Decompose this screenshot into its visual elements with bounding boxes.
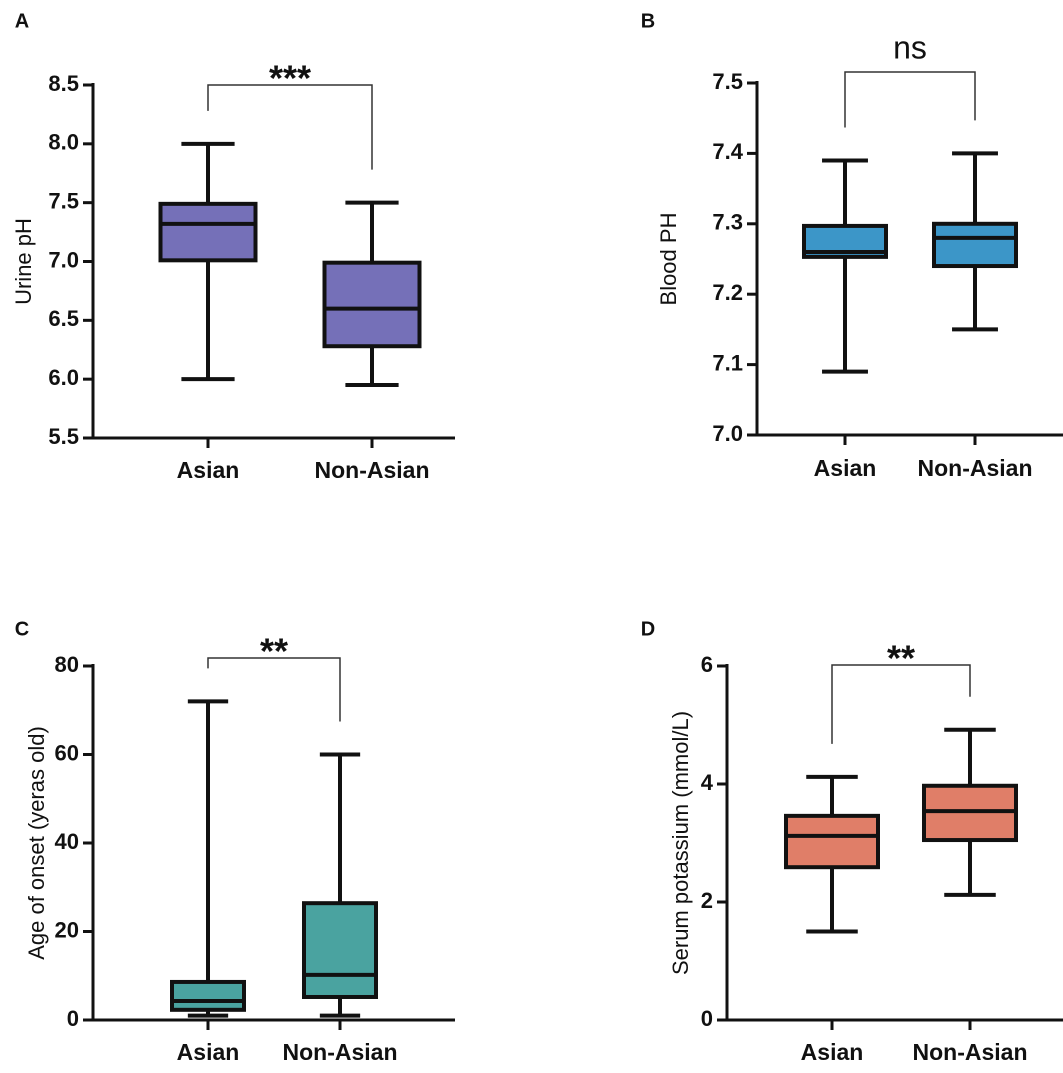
panel: 7.0 7.1 7.2 7.3 7.4 7.5 B Blood PH Asian Non-Asia… xyxy=(641,10,1063,481)
y-tick-label: 7.3 xyxy=(712,210,743,235)
x-tick-label: Non-Asian xyxy=(315,457,430,483)
y-tick-label: 8.5 xyxy=(48,71,79,96)
box xyxy=(170,979,246,1012)
y-tick-label: 7.1 xyxy=(712,350,743,375)
y-tick-label: 20 xyxy=(55,917,79,942)
y-tick-label: 2 xyxy=(701,888,713,913)
y-axis-label: Urine pH xyxy=(11,218,36,305)
y-tick-label: 6.5 xyxy=(48,306,79,331)
panel-label: A xyxy=(15,10,29,32)
significance-label: ** xyxy=(887,638,915,679)
significance-label: ns xyxy=(893,29,927,65)
y-tick-label: 0 xyxy=(701,1006,713,1031)
significance-bracket xyxy=(207,84,373,170)
panel: 0 20 40 60 80 C Age of onset (yeras old) Asian N… xyxy=(15,618,455,1065)
box xyxy=(784,813,880,870)
panel-label: C xyxy=(15,618,29,640)
y-tick-label: 6.0 xyxy=(48,365,79,390)
y-tick-label: 60 xyxy=(55,740,79,765)
panel-label: B xyxy=(641,10,655,32)
box xyxy=(302,901,378,999)
y-tick-label: 40 xyxy=(55,829,79,854)
y-tick-label: 7.0 xyxy=(712,421,743,446)
x-tick-label: Asian xyxy=(177,1039,240,1065)
y-tick-label: 0 xyxy=(67,1006,79,1031)
panel-label: D xyxy=(641,618,655,640)
significance-bracket xyxy=(831,664,971,744)
y-tick-label: 5.5 xyxy=(48,424,79,449)
y-axis-label: Blood PH xyxy=(656,213,681,306)
y-tick-label: 80 xyxy=(55,652,79,677)
y-tick-label: 7.5 xyxy=(48,188,79,213)
y-tick-label: 8.0 xyxy=(48,130,79,155)
panel: 0 2 4 6 D Serum potassium (mmol/L) Asian Non-As… xyxy=(641,618,1063,1065)
y-tick-label: 4 xyxy=(701,770,714,795)
y-tick-label: 7.5 xyxy=(712,69,743,94)
panel: 5.5 6.0 6.5 7.0 7.5 8.0 8.5 A Urine pH Asian Non-A… xyxy=(11,10,455,483)
box xyxy=(322,260,422,349)
y-tick-label: 6 xyxy=(701,652,713,677)
x-tick-label: Non-Asian xyxy=(918,455,1033,481)
y-axis-label: Age of onset (yeras old) xyxy=(24,726,49,960)
y-axis-label: Serum potassium (mmol/L) xyxy=(668,711,693,975)
box xyxy=(158,201,258,263)
significance-bracket xyxy=(844,71,976,128)
significance-bracket xyxy=(207,657,341,722)
significance-label: ** xyxy=(260,631,288,672)
x-tick-label: Asian xyxy=(177,457,240,483)
y-tick-label: 7.2 xyxy=(712,280,743,305)
significance-label: *** xyxy=(269,58,311,99)
y-tick-label: 7.0 xyxy=(48,247,79,272)
y-tick-label: 7.4 xyxy=(712,139,743,164)
x-tick-label: Non-Asian xyxy=(283,1039,398,1065)
x-tick-label: Non-Asian xyxy=(913,1039,1028,1065)
x-tick-label: Asian xyxy=(814,455,877,481)
box xyxy=(932,221,1018,269)
x-tick-label: Asian xyxy=(801,1039,864,1065)
